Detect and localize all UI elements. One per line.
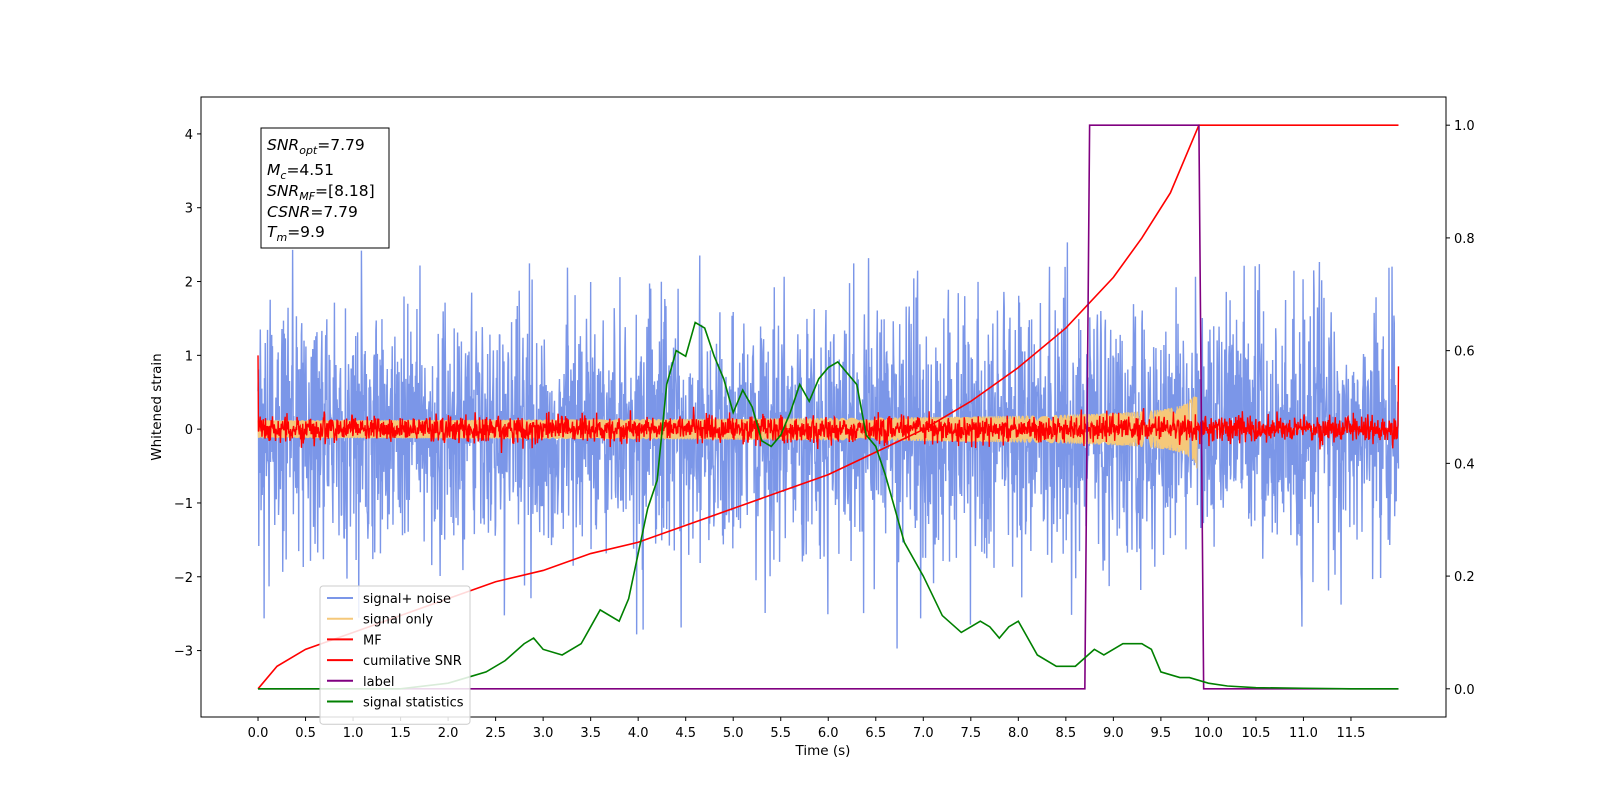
y-tick-label: 3 [185, 202, 193, 217]
snr-opt-value: =7.79 [317, 136, 365, 154]
y-tick-label: −2 [174, 571, 193, 586]
svg-text:SNRopt=7.79: SNRopt=7.79 [267, 136, 365, 157]
svg-text:CSNR=7.79: CSNR=7.79 [267, 203, 358, 221]
plot-frame [200, 96, 1447, 718]
mc-subscript: c [280, 169, 286, 182]
legend-label: signal statistics [363, 696, 464, 711]
y2-tick-label: 0.2 [1454, 570, 1475, 585]
series-label [258, 124, 1399, 690]
x-tick-label: 10.5 [1241, 726, 1270, 741]
x-tick-label: 11.0 [1289, 726, 1318, 741]
x-tick-label: 0.0 [248, 726, 269, 741]
x-tick-label: 1.5 [390, 726, 411, 741]
x-tick-label: 9.5 [1151, 726, 1172, 741]
x-tick-label: 10.0 [1194, 726, 1223, 741]
series-mf [257, 355, 1400, 454]
snr-opt-subscript: opt [299, 144, 318, 157]
legend-label: label [363, 675, 394, 690]
legend-label: signal only [363, 613, 433, 628]
tm-symbol: T [267, 223, 278, 241]
y-axis-right: 1.0 0.8 0.6 0.4 0.2 0.0 [1446, 119, 1475, 698]
x-tick-label: 6.0 [818, 726, 839, 741]
mc-symbol: M [267, 161, 280, 179]
snr-opt-symbol: SNR [267, 136, 299, 154]
series-signal-statistics [258, 321, 1399, 690]
x-tick-label: 7.5 [960, 726, 981, 741]
tm-value: =9.9 [287, 223, 325, 241]
x-tick-label: 3.5 [580, 726, 601, 741]
y-tick-label: −1 [174, 497, 193, 512]
y-tick-label: 2 [185, 276, 193, 291]
y-tick-label: 1 [185, 349, 193, 364]
csnr-symbol: CSNR [267, 203, 310, 221]
tm-subscript: m [276, 231, 287, 244]
x-tick-label: 11.5 [1336, 726, 1365, 741]
y2-tick-label: 0.0 [1454, 683, 1475, 698]
series-signal-noise [257, 242, 1400, 649]
snr-mf-subscript: MF [299, 190, 315, 203]
x-tick-label: 5.5 [770, 726, 791, 741]
y-axis-label: Whitened strain [149, 353, 165, 460]
svg-text:SNRMF=[8.18]: SNRMF=[8.18] [267, 182, 375, 203]
legend-label: signal+ noise [363, 592, 451, 607]
x-axis: 0.0 0.5 1.0 1.5 2.0 2.5 3.0 3.5 4.0 4.5 5.0 5.5 6.0 6… [248, 717, 1365, 741]
csnr-value: =7.79 [310, 203, 358, 221]
x-tick-label: 3.0 [533, 726, 554, 741]
y-axis-left: 4 3 2 1 0 −1 −2 −3 [174, 128, 201, 660]
svg-text:Tm=9.9: Tm=9.9 [267, 223, 325, 244]
snr-mf-value: =[8.18] [315, 182, 375, 200]
x-tick-label: 6.5 [865, 726, 886, 741]
x-tick-label: 1.0 [343, 726, 364, 741]
y-tick-label: 4 [185, 128, 193, 143]
legend-label: cumilative SNR [363, 654, 462, 669]
x-tick-label: 9.0 [1103, 726, 1124, 741]
y2-tick-label: 0.8 [1454, 232, 1475, 247]
x-tick-label: 4.5 [675, 726, 696, 741]
y-tick-label: 0 [185, 423, 193, 438]
y2-tick-label: 0.6 [1454, 345, 1475, 360]
x-tick-label: 7.0 [913, 726, 934, 741]
legend-frame [319, 585, 471, 725]
snr-mf-symbol: SNR [267, 182, 299, 200]
x-tick-label: 5.0 [723, 726, 744, 741]
legend-label: MF [363, 633, 382, 648]
annotation-box: SNRopt=7.79 Mc=4.51 SNRMF=[8.18] CSNR=7.… [260, 127, 390, 249]
x-axis-label: Time (s) [795, 743, 851, 759]
x-tick-label: 0.5 [295, 726, 316, 741]
y2-tick-label: 1.0 [1454, 119, 1475, 134]
x-tick-label: 2.0 [438, 726, 459, 741]
mc-value: =4.51 [286, 161, 334, 179]
left-axis-series [257, 242, 1400, 649]
x-tick-label: 8.0 [1008, 726, 1029, 741]
legend: signal+ noise signal only MF cumilative SNR… [319, 585, 471, 725]
x-tick-label: 4.0 [628, 726, 649, 741]
y2-tick-label: 0.4 [1454, 457, 1475, 472]
svg-text:Mc=4.51: Mc=4.51 [267, 161, 334, 182]
x-tick-label: 8.5 [1056, 726, 1077, 741]
y-tick-label: −3 [174, 645, 193, 660]
x-tick-label: 2.5 [485, 726, 506, 741]
